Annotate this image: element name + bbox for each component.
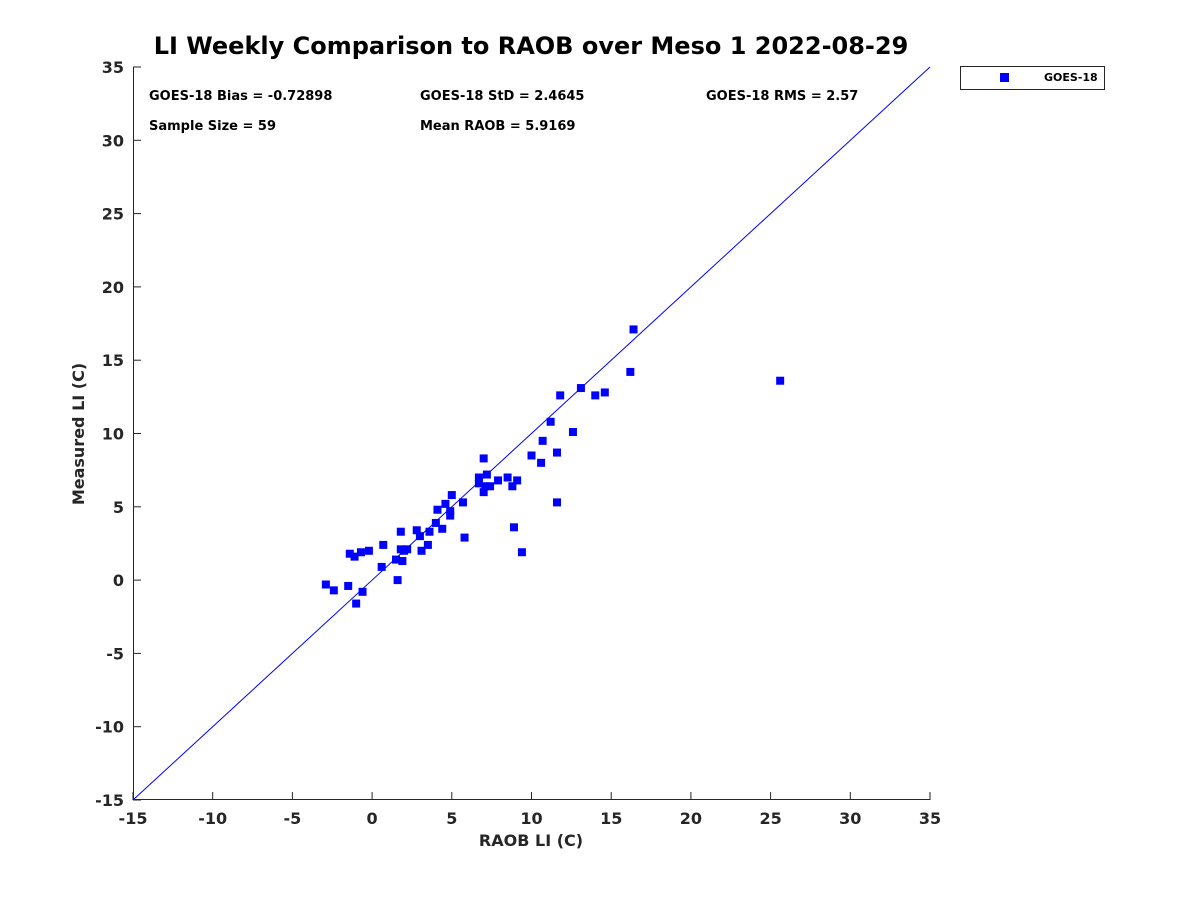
x-axis-label: RAOB LI (C) bbox=[479, 831, 583, 850]
data-point bbox=[481, 482, 490, 491]
data-point bbox=[352, 599, 361, 608]
x-tick-label: 10 bbox=[520, 809, 542, 828]
data-point bbox=[626, 367, 635, 376]
data-point bbox=[553, 498, 562, 507]
data-point bbox=[513, 476, 522, 485]
one-to-one-reference-line bbox=[132, 66, 931, 801]
data-point bbox=[479, 454, 488, 463]
y-tick-label: 20 bbox=[102, 278, 124, 297]
data-point bbox=[417, 546, 426, 555]
data-point bbox=[356, 548, 365, 557]
x-tick-label: -15 bbox=[119, 809, 148, 828]
data-point bbox=[517, 548, 526, 557]
data-point bbox=[568, 428, 577, 437]
chart-title: LI Weekly Comparison to RAOB over Meso 1… bbox=[154, 32, 909, 60]
data-point bbox=[344, 581, 353, 590]
data-point bbox=[433, 505, 442, 514]
y-tick-label: 5 bbox=[113, 498, 124, 517]
x-tick-label: -10 bbox=[198, 809, 227, 828]
data-point bbox=[446, 507, 455, 516]
data-point bbox=[423, 540, 432, 549]
data-point bbox=[350, 552, 359, 561]
y-tick-label: 10 bbox=[102, 425, 124, 444]
data-point bbox=[503, 473, 512, 482]
data-point bbox=[425, 527, 434, 536]
data-point bbox=[479, 488, 488, 497]
data-point bbox=[591, 391, 600, 400]
data-point bbox=[447, 491, 456, 500]
data-point bbox=[537, 458, 546, 467]
data-point bbox=[460, 533, 469, 542]
y-tick-label: 0 bbox=[113, 571, 124, 590]
y-ticks: -15 -10 -5 0 5 10 15 20 25 30 35 bbox=[95, 58, 141, 810]
x-tick-label: 25 bbox=[759, 809, 781, 828]
data-point bbox=[403, 545, 412, 554]
data-point bbox=[553, 448, 562, 457]
data-point bbox=[494, 476, 503, 485]
data-point bbox=[329, 586, 338, 595]
legend-marker-goes-18 bbox=[1000, 73, 1009, 82]
data-point bbox=[345, 549, 354, 558]
data-point bbox=[321, 580, 330, 589]
data-point bbox=[508, 482, 517, 491]
data-point bbox=[629, 325, 638, 334]
data-point bbox=[446, 511, 455, 520]
y-tick-label: 15 bbox=[102, 351, 124, 370]
data-point bbox=[527, 451, 536, 460]
legend: GOES-18 bbox=[960, 66, 1105, 90]
x-tick-label: 5 bbox=[446, 809, 457, 828]
x-tick-label: -5 bbox=[284, 809, 302, 828]
stat-sample-size: Sample Size = 59 bbox=[149, 119, 276, 134]
data-point bbox=[474, 473, 483, 482]
data-point bbox=[396, 527, 405, 536]
y-tick-label: 30 bbox=[102, 131, 124, 150]
data-point bbox=[546, 417, 555, 426]
data-point bbox=[776, 376, 785, 385]
data-point bbox=[474, 479, 483, 488]
x-tick-label: 20 bbox=[680, 809, 702, 828]
y-tick-label: -10 bbox=[95, 718, 124, 737]
y-tick-label: -15 bbox=[95, 791, 124, 810]
data-point bbox=[509, 523, 518, 532]
x-tick-label: 35 bbox=[919, 809, 941, 828]
data-point bbox=[377, 562, 386, 571]
x-ticks: -15 -10 -5 0 5 10 15 20 25 30 35 bbox=[119, 792, 941, 828]
data-point bbox=[538, 436, 547, 445]
y-tick-label: 35 bbox=[102, 58, 124, 77]
data-point bbox=[379, 540, 388, 549]
data-point bbox=[600, 388, 609, 397]
x-tick-label: 0 bbox=[367, 809, 378, 828]
data-point bbox=[576, 384, 585, 393]
data-point bbox=[438, 524, 447, 533]
data-point bbox=[398, 557, 407, 566]
stat-std: GOES-18 StD = 2.4645 bbox=[420, 89, 584, 104]
scatter-series-goes-18 bbox=[321, 325, 785, 608]
data-point bbox=[412, 526, 421, 535]
data-point bbox=[431, 518, 440, 527]
data-point bbox=[358, 587, 367, 596]
legend-box bbox=[960, 66, 1105, 90]
data-point bbox=[458, 498, 467, 507]
data-point bbox=[393, 576, 402, 585]
data-point bbox=[441, 499, 450, 508]
data-point bbox=[392, 555, 401, 564]
data-point bbox=[556, 391, 565, 400]
data-point bbox=[486, 482, 495, 491]
stat-bias: GOES-18 Bias = -0.72898 bbox=[149, 89, 332, 104]
y-tick-label: -5 bbox=[106, 644, 124, 663]
y-tick-label: 25 bbox=[102, 205, 124, 224]
x-tick-label: 30 bbox=[839, 809, 861, 828]
stat-rms: GOES-18 RMS = 2.57 bbox=[706, 89, 858, 104]
y-axis-label: Measured LI (C) bbox=[69, 363, 88, 505]
data-point bbox=[364, 546, 373, 555]
stat-mean-raob: Mean RAOB = 5.9169 bbox=[420, 119, 575, 134]
legend-label-goes-18: GOES-18 bbox=[1044, 71, 1098, 84]
x-tick-label: 15 bbox=[600, 809, 622, 828]
data-point bbox=[482, 470, 491, 479]
data-point bbox=[415, 532, 424, 541]
